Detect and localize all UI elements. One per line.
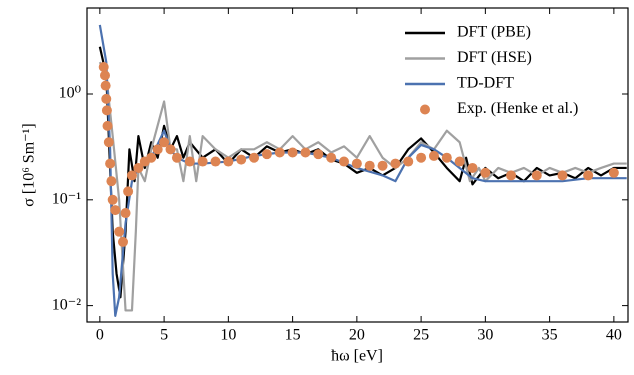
data-point: [428, 150, 439, 161]
x-tick-label: 35: [542, 327, 558, 344]
data-point: [390, 158, 401, 169]
legend: DFT (PBE) DFT (HSE) TD-DFT Exp. (Henke et a…: [405, 24, 578, 117]
data-point: [123, 186, 134, 197]
data-point: [114, 226, 125, 237]
data-point: [126, 170, 137, 181]
data-point: [110, 205, 121, 216]
data-point: [608, 167, 619, 178]
data-point: [506, 170, 517, 181]
data-point: [557, 170, 568, 181]
data-point: [287, 147, 298, 158]
data-point: [210, 156, 221, 167]
x-axis-label: ħω [eV]: [331, 348, 383, 365]
x-tick-label: 20: [349, 327, 365, 344]
data-point: [197, 156, 208, 167]
data-point: [403, 156, 414, 167]
data-point: [313, 149, 324, 160]
data-point: [300, 147, 311, 158]
line-series: [98, 24, 627, 317]
x-tick-label: 0: [96, 327, 104, 344]
data-point: [98, 61, 109, 72]
data-point: [107, 194, 118, 205]
data-point: [102, 120, 113, 131]
x-tick-label: 5: [160, 327, 168, 344]
data-point: [531, 170, 542, 181]
x-tick-label: 10: [220, 327, 236, 344]
line-series: [98, 61, 627, 312]
data-point: [171, 152, 182, 163]
x-tick-label: 40: [606, 327, 622, 344]
data-point: [146, 152, 157, 163]
data-point: [184, 156, 195, 167]
data-point: [159, 137, 170, 148]
data-point: [103, 137, 114, 148]
x-tick-label: 15: [285, 327, 301, 344]
data-point: [480, 167, 491, 178]
data-point: [339, 156, 350, 167]
legend-label: DFT (HSE): [457, 49, 532, 66]
data-point: [416, 152, 427, 163]
data-point: [236, 154, 247, 165]
data-point: [274, 147, 285, 158]
data-point: [351, 158, 362, 169]
data-point: [106, 176, 117, 187]
legend-label: Exp. (Henke et al.): [457, 100, 578, 117]
data-point: [133, 162, 144, 173]
data-point: [101, 105, 112, 116]
data-point: [152, 144, 163, 155]
line-series: [98, 46, 627, 299]
data-point: [249, 152, 260, 163]
data-point: [117, 236, 128, 247]
data-point: [364, 160, 375, 171]
data-point: [101, 93, 112, 104]
data-point: [261, 149, 272, 160]
y-tick-label: 10⁻¹: [52, 190, 81, 207]
data-point: [120, 208, 131, 219]
data-point: [165, 144, 176, 155]
x-tick-label: 25: [413, 327, 429, 344]
y-axis-label: σ [10⁶ Sm⁻¹]: [21, 123, 38, 206]
data-point: [326, 152, 337, 163]
legend-swatch: [420, 104, 430, 115]
data-point: [223, 156, 234, 167]
data-point: [583, 170, 594, 181]
data-point: [99, 70, 110, 81]
data-point: [105, 158, 116, 169]
y-tick-label: 10⁰: [59, 85, 81, 102]
data-point: [467, 162, 478, 173]
data-point: [441, 152, 452, 163]
data-point: [100, 80, 111, 91]
plot-area: [98, 24, 627, 317]
y-tick-label: 10⁻²: [52, 296, 81, 313]
legend-label: DFT (PBE): [457, 24, 531, 41]
data-point: [377, 160, 388, 171]
x-tick-label: 30: [477, 327, 493, 344]
data-point: [454, 156, 465, 167]
plot-frame: [86, 7, 629, 323]
legend-label: TD-DFT: [457, 75, 514, 92]
